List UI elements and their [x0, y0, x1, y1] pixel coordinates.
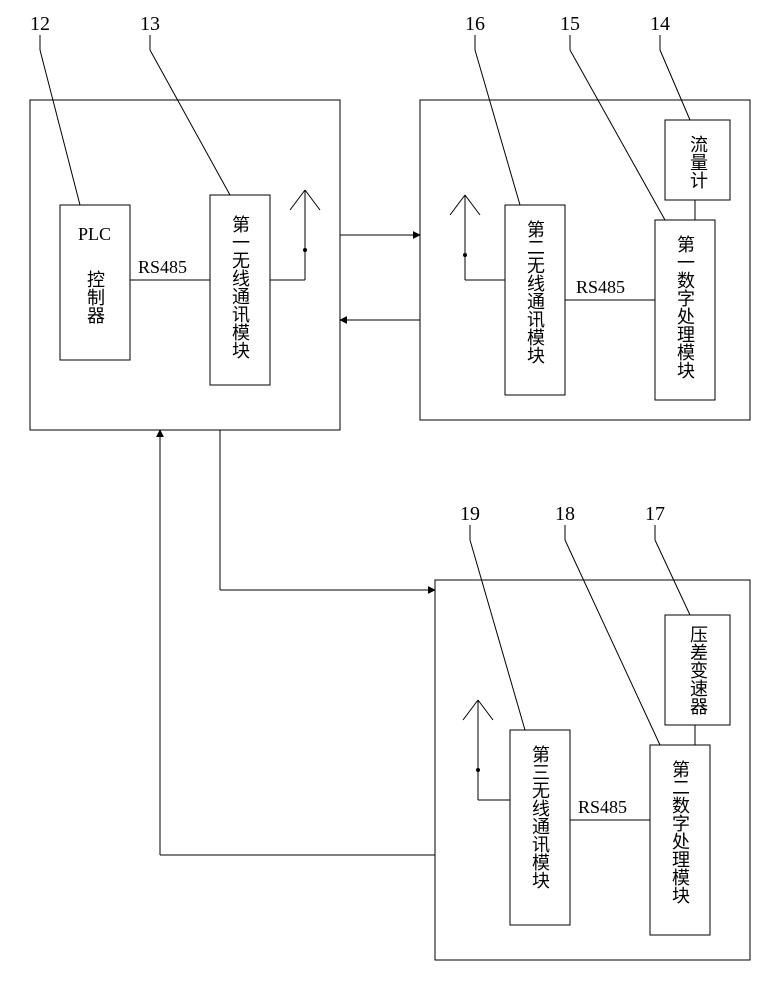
ref-17: 17 — [645, 503, 665, 525]
press-label: 压差变速器 — [688, 625, 708, 715]
plc-label-line2: 控制器 — [85, 270, 105, 324]
lead-14 — [660, 50, 690, 120]
antenna-bottom-right — [463, 700, 510, 800]
ref-13: 13 — [140, 13, 160, 35]
rs485-label-3: RS485 — [578, 797, 627, 817]
wl1-label: 第一无线通讯模块 — [230, 215, 250, 359]
ref-14: 14 — [650, 13, 670, 35]
ref-19: 19 — [460, 503, 480, 525]
ref-16: 16 — [465, 13, 485, 35]
rs485-label-1: RS485 — [138, 257, 187, 277]
lead-12 — [40, 50, 80, 205]
plc-label-line1: PLC — [78, 224, 111, 244]
wl2-label: 第二无线通讯模块 — [525, 220, 545, 364]
dp2-label: 第二数字处理模块 — [670, 760, 690, 904]
ref-18: 18 — [555, 503, 575, 525]
block-diagram: PLC 控制器 第一无线通讯模块 RS485 流量计 第一数字处理模块 第二无线… — [0, 0, 770, 1000]
antenna-left — [270, 190, 320, 280]
lead-18 — [565, 540, 660, 745]
wl3-label: 第三无线通讯模块 — [530, 745, 550, 889]
lead-17 — [655, 540, 690, 615]
ref-15: 15 — [560, 13, 580, 35]
lead-16 — [475, 50, 520, 205]
lead-15 — [570, 50, 665, 220]
antenna-top-right — [450, 195, 505, 280]
ref-12: 12 — [30, 13, 50, 35]
dp1-label: 第一数字处理模块 — [675, 235, 695, 379]
rs485-label-2: RS485 — [576, 277, 625, 297]
lead-13 — [150, 50, 230, 195]
flow-label: 流量计 — [688, 135, 708, 189]
